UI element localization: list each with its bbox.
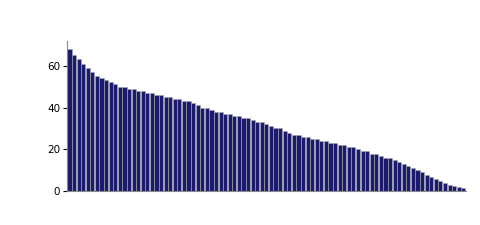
Bar	[168, 97, 172, 191]
Bar	[118, 87, 122, 191]
Bar	[67, 49, 72, 191]
Bar	[416, 170, 420, 191]
Bar	[347, 147, 351, 191]
Bar	[406, 166, 410, 191]
Bar	[447, 185, 452, 191]
Bar	[324, 141, 328, 191]
Bar	[141, 91, 145, 191]
Bar	[260, 122, 264, 191]
Bar	[356, 149, 360, 191]
Bar	[205, 108, 209, 191]
Bar	[438, 181, 443, 191]
Bar	[456, 187, 461, 191]
Bar	[420, 172, 424, 191]
Bar	[108, 82, 113, 191]
Bar	[443, 183, 447, 191]
Bar	[191, 103, 195, 191]
Bar	[269, 126, 273, 191]
Bar	[218, 112, 223, 191]
Bar	[274, 128, 277, 191]
Bar	[150, 93, 154, 191]
Bar	[95, 76, 99, 191]
Bar	[232, 116, 237, 191]
Bar	[370, 153, 374, 191]
Bar	[81, 63, 85, 191]
Bar	[255, 122, 259, 191]
Bar	[425, 175, 429, 191]
Bar	[90, 72, 95, 191]
Bar	[122, 87, 127, 191]
Bar	[397, 162, 401, 191]
Bar	[315, 139, 319, 191]
Bar	[411, 168, 415, 191]
Bar	[113, 84, 117, 191]
Bar	[379, 156, 383, 191]
Bar	[360, 151, 365, 191]
Bar	[328, 143, 333, 191]
Bar	[342, 145, 346, 191]
Bar	[200, 108, 204, 191]
Bar	[296, 135, 300, 191]
Bar	[182, 101, 186, 191]
Bar	[177, 99, 181, 191]
Bar	[319, 141, 324, 191]
Bar	[461, 188, 466, 191]
Bar	[104, 80, 108, 191]
Bar	[132, 89, 136, 191]
Bar	[333, 143, 337, 191]
Bar	[310, 139, 314, 191]
Bar	[306, 137, 310, 191]
Bar	[159, 95, 163, 191]
Bar	[292, 135, 296, 191]
Bar	[223, 114, 227, 191]
Bar	[196, 105, 200, 191]
Bar	[228, 114, 232, 191]
Bar	[99, 78, 104, 191]
Bar	[72, 55, 76, 191]
Bar	[86, 68, 90, 191]
Bar	[241, 118, 246, 191]
Bar	[136, 91, 140, 191]
Bar	[388, 158, 392, 191]
Bar	[214, 112, 218, 191]
Bar	[434, 179, 438, 191]
Bar	[283, 130, 287, 191]
Bar	[127, 89, 131, 191]
Bar	[402, 164, 406, 191]
Bar	[187, 101, 191, 191]
Bar	[337, 145, 342, 191]
Bar	[264, 124, 268, 191]
Bar	[301, 137, 305, 191]
Bar	[429, 177, 433, 191]
Bar	[278, 128, 282, 191]
Bar	[365, 151, 369, 191]
Bar	[173, 99, 177, 191]
Bar	[384, 158, 387, 191]
Bar	[374, 153, 378, 191]
Bar	[164, 97, 168, 191]
Bar	[145, 93, 149, 191]
Bar	[237, 116, 241, 191]
Bar	[393, 160, 396, 191]
Bar	[209, 110, 214, 191]
Bar	[287, 133, 291, 191]
Bar	[351, 147, 356, 191]
Bar	[251, 120, 255, 191]
Bar	[155, 95, 158, 191]
Bar	[452, 186, 456, 191]
Bar	[77, 59, 81, 191]
Bar	[246, 118, 250, 191]
